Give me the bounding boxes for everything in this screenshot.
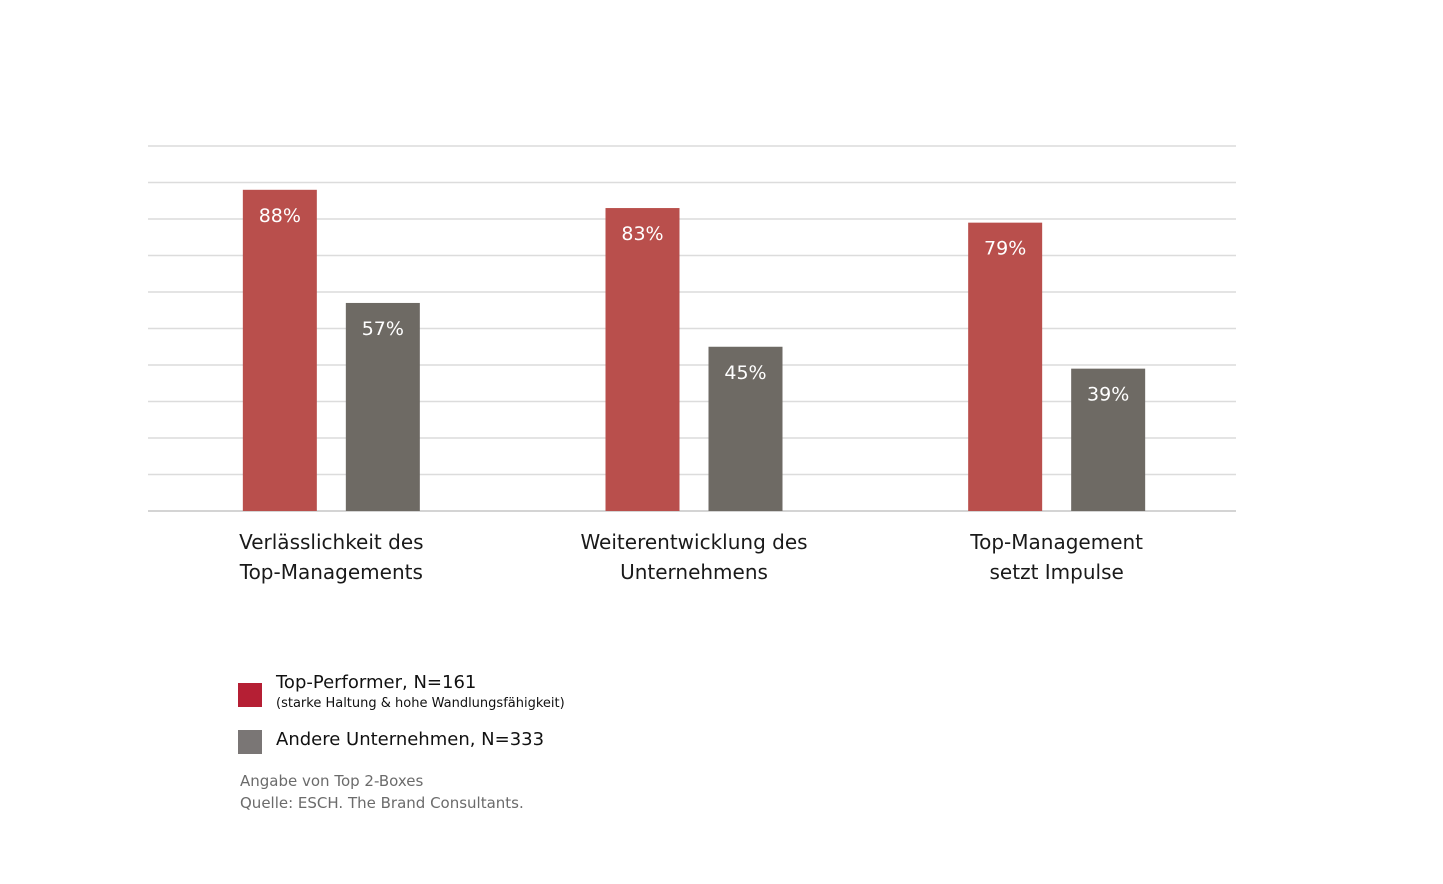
- bar: [708, 346, 783, 511]
- legend-sublabel-top-performer: (starke Haltung & hohe Wandlungsfähigkei…: [276, 696, 565, 711]
- legend-item-top-performer: Top-Performer, N=161 (starke Haltung & h…: [238, 672, 938, 726]
- bar: [242, 189, 317, 512]
- bar-value-label: 83%: [621, 223, 663, 245]
- category-label: setzt Impulse: [990, 560, 1124, 584]
- category-label: Top-Managements: [239, 560, 423, 584]
- bar-chart: 88%57%Verlässlichkeit desTop-Managements…: [148, 145, 1236, 584]
- category-label: Weiterentwicklung des: [580, 530, 807, 554]
- legend-swatch-andere: [238, 730, 262, 754]
- category-label: Verlässlichkeit des: [239, 530, 423, 554]
- bar: [605, 208, 680, 512]
- bar-value-label: 57%: [362, 318, 404, 340]
- bar-value-label: 39%: [1087, 384, 1129, 406]
- chart-notes: Angabe von Top 2-Boxes Quelle: ESCH. The…: [240, 770, 524, 814]
- note-source: Quelle: ESCH. The Brand Consultants.: [240, 794, 524, 812]
- chart-area: 88% 57% Verlässlichkeit des Top-Managements…: [148, 145, 1236, 584]
- bar-value-label: 45%: [724, 362, 766, 384]
- note-top2-boxes: Angabe von Top 2-Boxes: [240, 772, 424, 790]
- bar: [345, 302, 420, 511]
- legend-swatch-top-performer: [238, 683, 262, 707]
- category-label: Unternehmens: [620, 560, 768, 584]
- legend-label-andere: Andere Unternehmen, N=333: [276, 729, 545, 750]
- category-label: Top-Management: [969, 530, 1143, 554]
- bar: [968, 222, 1043, 511]
- bar-value-label: 79%: [984, 238, 1026, 260]
- bar-value-label: 88%: [259, 205, 301, 227]
- legend: Top-Performer, N=161 (starke Haltung & h…: [238, 672, 938, 780]
- bar: [1071, 368, 1146, 511]
- legend-item-andere: Andere Unternehmen, N=333: [238, 726, 938, 780]
- legend-label-top-performer: Top-Performer, N=161: [276, 672, 477, 693]
